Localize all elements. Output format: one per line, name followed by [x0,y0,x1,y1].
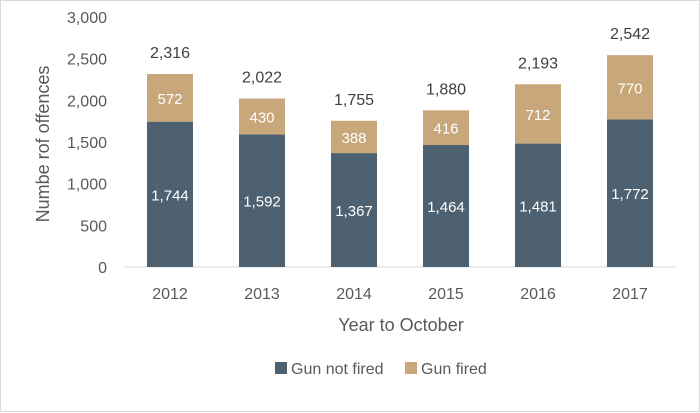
bar-segment-gun-fired [331,120,377,154]
total-value-label: 2,193 [518,55,558,72]
x-axis: 2012 2013 2014 2015 2016 2017 [124,266,676,303]
legend-label: Gun fired [421,361,487,378]
x-axis-title: Year to October [338,315,463,335]
y-tick-label: 3,000 [67,10,107,27]
bar-segment-gun-not-fired [331,153,377,267]
total-value-label: 2,316 [150,45,190,62]
segment-value-label: 1,367 [335,203,373,220]
bar-segment-gun-not-fired [423,145,469,267]
bar-segment-gun-fired [515,84,561,144]
legend: Gun not fired Gun fired [275,361,487,378]
y-axis: 0 500 1,000 1,500 2,000 2,500 3,000 [67,10,107,277]
bar-segment-gun-fired [423,110,469,145]
bar-segment-gun-fired [147,74,193,122]
segment-value-label: 1,772 [611,186,649,203]
y-tick-label: 1,000 [67,177,107,194]
y-tick-label: 2,000 [67,93,107,110]
bars [147,55,653,268]
y-axis-title: Numbe rof offences [33,66,53,223]
total-value-label: 2,022 [242,70,282,87]
legend-swatch-gun-fired [405,362,417,374]
segment-value-label: 388 [341,130,366,147]
y-tick-label: 0 [98,260,107,277]
total-value-label: 2,542 [610,26,650,43]
segment-value-label: 1,464 [427,199,465,216]
segment-value-label: 430 [249,109,274,126]
segment-value-label: 1,744 [151,187,189,204]
bar-segment-gun-fired [239,98,285,135]
x-tick-label: 2014 [336,286,372,303]
x-tick-label: 2015 [428,286,464,303]
y-tick-label: 1,500 [67,135,107,152]
x-tick-label: 2017 [612,286,648,303]
total-value-label: 1,880 [426,81,466,98]
x-tick-label: 2013 [244,286,280,303]
segment-value-label: 416 [433,121,458,138]
segment-value-label: 770 [617,80,642,97]
x-tick-label: 2012 [152,286,188,303]
legend-label: Gun not fired [291,361,384,378]
x-tick-label: 2016 [520,286,556,303]
segment-value-label: 1,592 [243,194,281,211]
bar-segment-gun-not-fired [147,121,193,268]
bar-segment-gun-not-fired [607,119,653,267]
total-value-label: 1,755 [334,92,374,109]
data-labels: 1,744 572 2,316 1,592 430 2,022 1,367 388 1,755 1… [150,26,650,220]
segment-value-label: 1,481 [519,198,557,215]
bar-segment-gun-fired [607,55,653,120]
y-tick-label: 500 [80,218,107,235]
y-tick-label: 2,500 [67,52,107,69]
segment-value-label: 572 [157,91,182,108]
bar-segment-gun-not-fired [239,134,285,267]
legend-swatch-gun-not-fired [275,362,287,374]
bar-segment-gun-not-fired [515,143,561,267]
segment-value-label: 712 [525,107,550,124]
